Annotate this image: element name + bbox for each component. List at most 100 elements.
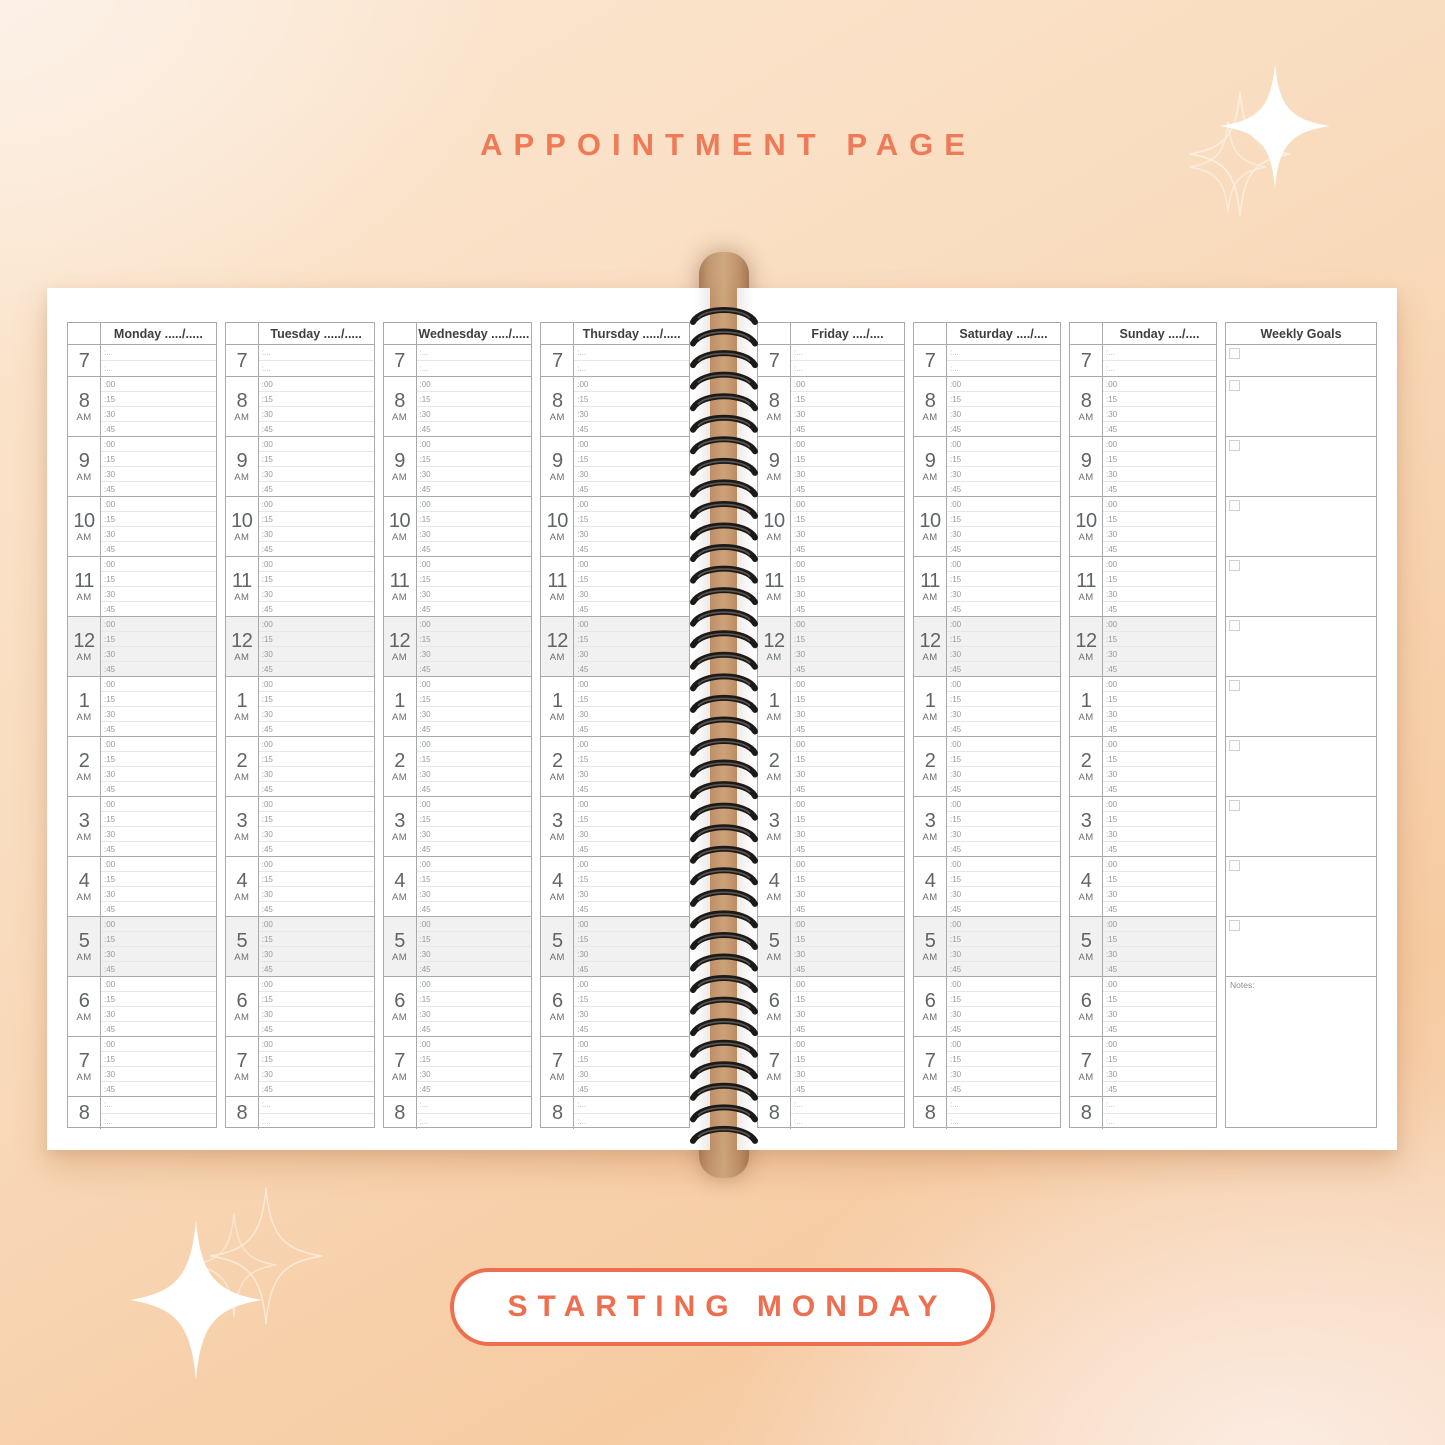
time-slot[interactable]: :...	[947, 345, 1060, 361]
time-slot[interactable]: :00	[416, 1037, 532, 1052]
time-slot[interactable]: :15	[258, 692, 374, 707]
time-slot[interactable]: :30	[947, 767, 1060, 782]
time-slot[interactable]: :15	[1103, 692, 1216, 707]
time-slot[interactable]: :45	[1103, 962, 1216, 976]
time-slot[interactable]: :45	[259, 602, 374, 616]
time-slot[interactable]: :15	[791, 392, 904, 407]
time-slot[interactable]: :15	[416, 572, 532, 587]
time-slot[interactable]: :15	[574, 452, 689, 467]
time-slot[interactable]: :45	[101, 1022, 216, 1036]
time-slot[interactable]: :30	[416, 947, 532, 962]
time-slot[interactable]: :45	[101, 842, 216, 856]
time-slot[interactable]: :...	[258, 1097, 374, 1114]
time-slot[interactable]: :...	[259, 1114, 374, 1130]
time-slot[interactable]: :45	[101, 1082, 216, 1096]
notes-area[interactable]: Notes:	[1226, 977, 1376, 1127]
time-slot[interactable]: :30	[947, 827, 1060, 842]
time-slot[interactable]: :45	[1103, 902, 1216, 916]
time-slot[interactable]: :45	[259, 842, 374, 856]
time-slot[interactable]: :15	[101, 932, 216, 947]
time-slot[interactable]: :00	[1103, 557, 1216, 572]
time-slot[interactable]: :45	[574, 662, 689, 676]
time-slot[interactable]: :45	[259, 542, 374, 556]
time-slot[interactable]: :30	[791, 1067, 904, 1082]
time-slot[interactable]: :...	[947, 361, 1060, 376]
time-slot[interactable]: :30	[791, 527, 904, 542]
time-slot[interactable]: :45	[1103, 482, 1216, 496]
time-slot[interactable]: :15	[791, 452, 904, 467]
time-slot[interactable]: :45	[791, 902, 904, 916]
time-slot[interactable]: :00	[416, 977, 532, 992]
time-slot[interactable]: :00	[101, 977, 216, 992]
time-slot[interactable]: :...	[1103, 1114, 1216, 1130]
time-slot[interactable]: :15	[574, 692, 689, 707]
time-slot[interactable]: :00	[574, 377, 689, 392]
time-slot[interactable]: :15	[947, 512, 1060, 527]
time-slot[interactable]: :00	[947, 557, 1060, 572]
time-slot[interactable]: :15	[101, 572, 216, 587]
time-slot[interactable]: :15	[258, 632, 374, 647]
time-slot[interactable]: :45	[1103, 542, 1216, 556]
time-slot[interactable]: :15	[1103, 932, 1216, 947]
time-slot[interactable]: :00	[947, 1037, 1060, 1052]
time-slot[interactable]: :...	[574, 1097, 689, 1114]
time-slot[interactable]: :00	[101, 857, 216, 872]
goal-checkbox[interactable]	[1229, 800, 1240, 811]
time-slot[interactable]: :45	[947, 602, 1060, 616]
time-slot[interactable]: :45	[791, 962, 904, 976]
time-slot[interactable]: :30	[1103, 467, 1216, 482]
time-slot[interactable]: :45	[259, 422, 374, 436]
time-slot[interactable]: :45	[791, 542, 904, 556]
time-slot[interactable]: :45	[574, 962, 689, 976]
time-slot[interactable]: :30	[947, 647, 1060, 662]
weekly-goal-cell[interactable]	[1226, 497, 1376, 557]
time-slot[interactable]: :45	[417, 482, 532, 496]
time-slot[interactable]: :00	[101, 497, 216, 512]
time-slot[interactable]: :30	[1103, 407, 1216, 422]
time-slot[interactable]: :30	[574, 467, 689, 482]
time-slot[interactable]: :15	[1103, 872, 1216, 887]
time-slot[interactable]: :00	[1103, 437, 1216, 452]
time-slot[interactable]: :00	[258, 917, 374, 932]
time-slot[interactable]: :15	[947, 992, 1060, 1007]
time-slot[interactable]: :45	[574, 542, 689, 556]
time-slot[interactable]: :15	[1103, 1052, 1216, 1067]
time-slot[interactable]: :15	[101, 872, 216, 887]
time-slot[interactable]: :45	[791, 1022, 904, 1036]
goal-checkbox[interactable]	[1229, 500, 1240, 511]
time-slot[interactable]: :00	[258, 497, 374, 512]
weekly-goal-cell[interactable]	[1226, 345, 1376, 377]
time-slot[interactable]: :00	[101, 377, 216, 392]
time-slot[interactable]: :00	[416, 377, 532, 392]
time-slot[interactable]: :00	[791, 797, 904, 812]
time-slot[interactable]: :30	[947, 587, 1060, 602]
time-slot[interactable]: :15	[258, 512, 374, 527]
time-slot[interactable]: :45	[259, 782, 374, 796]
time-slot[interactable]: :15	[574, 1052, 689, 1067]
time-slot[interactable]: :45	[947, 542, 1060, 556]
time-slot[interactable]: :30	[947, 1007, 1060, 1022]
time-slot[interactable]: :30	[947, 887, 1060, 902]
goal-checkbox[interactable]	[1229, 920, 1240, 931]
time-slot[interactable]: :15	[574, 992, 689, 1007]
time-slot[interactable]: :...	[101, 1114, 216, 1130]
time-slot[interactable]: :30	[791, 467, 904, 482]
time-slot[interactable]: :45	[101, 722, 216, 736]
time-slot[interactable]: :00	[791, 857, 904, 872]
time-slot[interactable]: :45	[947, 422, 1060, 436]
time-slot[interactable]: :00	[574, 917, 689, 932]
time-slot[interactable]: :15	[791, 812, 904, 827]
time-slot[interactable]: :00	[101, 617, 216, 632]
time-slot[interactable]: :00	[416, 677, 532, 692]
time-slot[interactable]: :30	[791, 587, 904, 602]
goal-checkbox[interactable]	[1229, 440, 1240, 451]
time-slot[interactable]: :30	[574, 1007, 689, 1022]
time-slot[interactable]: :45	[1103, 662, 1216, 676]
time-slot[interactable]: :00	[258, 737, 374, 752]
time-slot[interactable]: :30	[574, 827, 689, 842]
time-slot[interactable]: :00	[791, 737, 904, 752]
time-slot[interactable]: :00	[101, 1037, 216, 1052]
time-slot[interactable]: :15	[258, 1052, 374, 1067]
time-slot[interactable]: :30	[101, 467, 216, 482]
time-slot[interactable]: :15	[1103, 992, 1216, 1007]
